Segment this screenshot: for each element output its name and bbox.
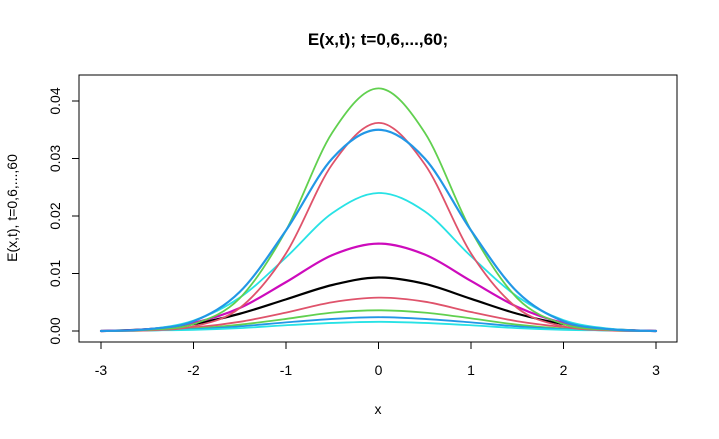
y-axis-label: E(x,t), t=0,6,...,60 xyxy=(4,154,20,262)
series-layer xyxy=(99,87,658,333)
x-axis-label: x xyxy=(375,401,382,417)
y-axis: 0.00 0.01 0.02 0.03 0.04 xyxy=(47,87,80,345)
x-tick-label: 2 xyxy=(560,362,568,378)
x-tick-label: 1 xyxy=(467,362,475,378)
y-tick-label: 0.01 xyxy=(47,260,63,287)
x-tick-label: -3 xyxy=(95,362,108,378)
y-tick-label: 0.02 xyxy=(47,202,63,229)
x-tick-label: 3 xyxy=(652,362,660,378)
x-tick-label: 0 xyxy=(375,362,383,378)
series-line-6 xyxy=(99,242,658,333)
series-line-9 xyxy=(100,87,657,332)
x-tick-label: -2 xyxy=(187,362,200,378)
chart-title: E(x,t); t=0,6,...,60; xyxy=(308,30,448,49)
x-tick-label: -1 xyxy=(280,362,293,378)
y-tick-label: 0.00 xyxy=(47,317,63,344)
series-line-5 xyxy=(100,320,657,332)
y-tick-label: 0.04 xyxy=(47,87,63,114)
series-line-10 xyxy=(99,128,658,333)
series-line-8 xyxy=(100,121,657,332)
y-tick-label: 0.03 xyxy=(47,145,63,172)
x-axis: -3 -2 -1 0 1 2 3 xyxy=(95,341,660,378)
